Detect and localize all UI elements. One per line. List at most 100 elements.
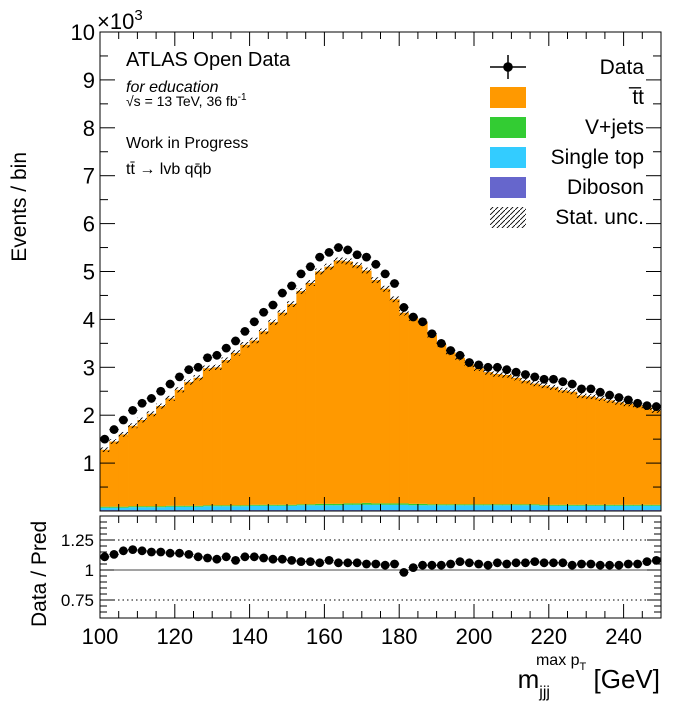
bar-singletop-16 — [249, 505, 260, 511]
bar-vjets-28 — [361, 502, 372, 505]
data-point-34 — [417, 317, 428, 327]
data-point-21 — [296, 269, 306, 279]
data-point-36 — [436, 338, 446, 348]
bar-vjets-7 — [165, 505, 176, 507]
data-point-57 — [632, 398, 643, 408]
bar-vjets-24 — [324, 503, 335, 506]
ratio-points — [100, 545, 661, 577]
bar-tt-24 — [324, 266, 335, 504]
ratio-point-41 — [483, 560, 493, 570]
bar-singletop-33 — [408, 505, 419, 511]
ratio-point-50 — [567, 560, 577, 570]
ratio-point-13 — [221, 552, 231, 562]
stat-unc-16 — [249, 337, 259, 344]
data-point-50 — [567, 379, 577, 389]
bar-tt-42 — [492, 374, 503, 505]
bar-tt-44 — [511, 377, 522, 505]
bar-vjets-12 — [212, 505, 222, 507]
stacked-histograms — [100, 260, 661, 511]
ratio-y-ticks: 0.75 1 1.25 — [61, 515, 661, 613]
ratio-point-10 — [193, 552, 203, 562]
bar-vjets-31 — [389, 503, 400, 505]
stat-unc-18 — [268, 319, 278, 326]
bar-tt-14 — [230, 352, 241, 506]
y-tick-label-3: 3 — [83, 355, 95, 380]
bar-tt-31 — [389, 299, 400, 504]
y-scale-label: ×103 — [97, 7, 143, 34]
bar-tt-45 — [520, 380, 531, 505]
bar-singletop-38 — [455, 505, 466, 511]
bar-singletop-52 — [586, 505, 596, 511]
bar-singletop-55 — [614, 505, 624, 511]
bar-tt-32 — [399, 312, 409, 504]
bar-vjets-53 — [595, 504, 606, 506]
bar-vjets-52 — [586, 504, 596, 506]
bar-vjets-34 — [417, 503, 428, 506]
legend-swatch — [490, 147, 526, 168]
ratio-point-11 — [202, 553, 213, 563]
bar-tt-55 — [614, 402, 624, 505]
bar-vjets-38 — [455, 504, 466, 506]
bar-vjets-48 — [548, 504, 559, 506]
bar-tt-25 — [333, 260, 344, 504]
bar-tt-30 — [380, 288, 391, 504]
bar-singletop-26 — [343, 504, 353, 511]
bar-tt-39 — [464, 364, 475, 505]
bar-tt-35 — [427, 334, 437, 505]
stat-unc-7 — [165, 395, 175, 401]
legend-hatch-swatch — [490, 207, 526, 228]
data-point-27 — [352, 250, 362, 260]
bar-vjets-11 — [202, 505, 213, 507]
data-point-25 — [333, 243, 344, 252]
data-point-23 — [315, 252, 325, 262]
data-point-46 — [530, 372, 540, 382]
bar-tt-43 — [502, 374, 512, 505]
ratio-point-57 — [632, 559, 643, 569]
bar-singletop-21 — [296, 505, 307, 511]
bar-tt-37 — [445, 352, 456, 505]
bar-tt-21 — [296, 291, 307, 505]
data-point-45 — [520, 370, 531, 379]
main-y-axis-label: Events / bin — [8, 152, 31, 262]
x-tick-label-240: 240 — [605, 624, 642, 649]
ratio-point-59 — [651, 556, 661, 565]
data-point-24 — [324, 247, 334, 257]
ratio-point-12 — [212, 554, 222, 564]
bar-vjets-26 — [343, 503, 353, 505]
bar-vjets-57 — [632, 504, 643, 506]
bar-tt-26 — [343, 261, 353, 504]
data-point-29 — [371, 259, 381, 269]
ratio-point-0 — [100, 552, 110, 562]
bar-vjets-2 — [118, 506, 129, 508]
data-point-55 — [614, 393, 624, 402]
data-point-5 — [146, 394, 157, 403]
bar-tt-36 — [436, 344, 447, 505]
ratio-x-ticks: 100 120 140 160 180 200 220 240 — [82, 516, 662, 649]
legend-item-0: Data — [490, 55, 644, 79]
bar-singletop-8 — [174, 506, 185, 511]
bar-tt-22 — [305, 282, 316, 505]
x-axis-label: mjjjmax pT [GeV] — [518, 652, 660, 701]
ratio-point-31 — [389, 559, 400, 569]
ratio-y-tick-label-0.75: 0.75 — [61, 591, 94, 610]
data-point-49 — [558, 377, 568, 387]
bar-tt-47 — [539, 385, 550, 505]
data-point-33 — [408, 312, 418, 322]
bar-singletop-19 — [277, 505, 288, 511]
bar-vjets-6 — [156, 506, 166, 508]
data-point-11 — [202, 353, 213, 363]
bar-tt-46 — [530, 383, 540, 505]
stat-unc-6 — [156, 403, 166, 409]
bar-tt-28 — [361, 270, 372, 503]
stat-unc-49 — [558, 387, 568, 393]
bar-singletop-30 — [380, 504, 391, 511]
stat-unc-21 — [296, 288, 306, 295]
bar-singletop-24 — [324, 505, 335, 511]
bar-singletop-6 — [156, 507, 166, 511]
ratio-point-49 — [558, 558, 568, 568]
y-tick-label-1: 1 — [83, 451, 95, 476]
legend-marker-dot — [503, 62, 513, 72]
bar-singletop-3 — [128, 507, 138, 511]
bar-vjets-4 — [137, 506, 148, 508]
bar-tt-16 — [249, 340, 260, 505]
